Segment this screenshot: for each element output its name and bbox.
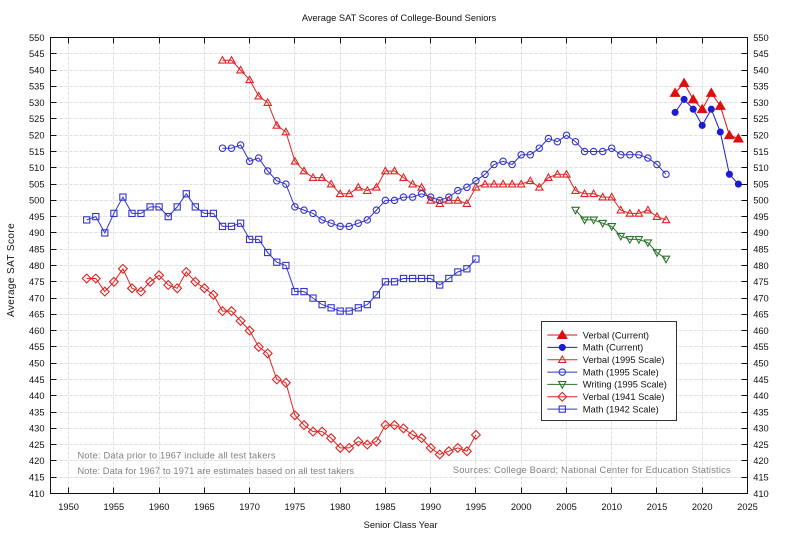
svg-text:1980: 1980 [330,502,351,512]
svg-text:460: 460 [753,326,769,336]
svg-text:2000: 2000 [511,502,532,512]
svg-text:545: 545 [29,49,45,59]
svg-text:450: 450 [29,359,45,369]
svg-text:495: 495 [753,212,769,222]
svg-text:485: 485 [753,245,769,255]
svg-text:430: 430 [753,424,769,434]
svg-text:Average SAT Score: Average SAT Score [6,223,17,317]
svg-text:420: 420 [753,456,769,466]
svg-text:485: 485 [29,245,45,255]
svg-text:1970: 1970 [239,502,260,512]
svg-text:480: 480 [29,261,45,271]
svg-text:520: 520 [753,131,769,141]
svg-text:525: 525 [29,114,45,124]
svg-text:1965: 1965 [194,502,215,512]
svg-text:480: 480 [753,261,769,271]
svg-text:545: 545 [753,49,769,59]
svg-text:465: 465 [29,310,45,320]
svg-text:535: 535 [29,82,45,92]
svg-text:540: 540 [753,65,769,75]
svg-text:410: 410 [29,489,45,499]
svg-text:1955: 1955 [104,502,125,512]
svg-text:490: 490 [753,228,769,238]
svg-text:540: 540 [29,65,45,75]
svg-text:505: 505 [753,179,769,189]
svg-text:2020: 2020 [692,502,713,512]
svg-text:415: 415 [753,473,769,483]
svg-text:505: 505 [29,179,45,189]
svg-text:Math (1995 Scale): Math (1995 Scale) [583,367,659,377]
svg-text:Math (1942 Scale): Math (1942 Scale) [583,404,659,414]
svg-text:435: 435 [29,407,45,417]
svg-text:550: 550 [29,33,45,43]
svg-text:470: 470 [29,293,45,303]
svg-text:455: 455 [29,342,45,352]
svg-text:445: 445 [29,375,45,385]
svg-text:1985: 1985 [375,502,396,512]
svg-text:530: 530 [29,98,45,108]
svg-text:410: 410 [753,489,769,499]
svg-text:Verbal (1941 Scale): Verbal (1941 Scale) [583,392,665,402]
svg-text:Math (Current): Math (Current) [583,343,643,353]
svg-text:420: 420 [29,456,45,466]
svg-text:490: 490 [29,228,45,238]
svg-text:415: 415 [29,473,45,483]
svg-text:460: 460 [29,326,45,336]
svg-text:535: 535 [753,82,769,92]
svg-text:Note: Data for 1967 to 1971 ar: Note: Data for 1967 to 1971 are estimate… [78,466,355,476]
svg-text:440: 440 [753,391,769,401]
svg-text:Verbal (Current): Verbal (Current) [583,330,649,340]
svg-text:Note: Data prior to 1967 inclu: Note: Data prior to 1967 include all tes… [78,451,276,461]
svg-text:1995: 1995 [466,502,487,512]
svg-text:435: 435 [753,407,769,417]
svg-text:Writing (1995 Scale): Writing (1995 Scale) [583,380,667,390]
svg-text:Verbal (1995 Scale): Verbal (1995 Scale) [583,355,665,365]
svg-text:470: 470 [753,293,769,303]
svg-text:495: 495 [29,212,45,222]
svg-text:Senior Class Year: Senior Class Year [364,520,438,530]
svg-text:515: 515 [29,147,45,157]
svg-text:530: 530 [753,98,769,108]
svg-text:450: 450 [753,359,769,369]
svg-text:2005: 2005 [556,502,577,512]
svg-text:525: 525 [753,114,769,124]
svg-text:445: 445 [753,375,769,385]
svg-text:500: 500 [753,196,769,206]
svg-text:1950: 1950 [58,502,79,512]
svg-text:515: 515 [753,147,769,157]
svg-text:455: 455 [753,342,769,352]
svg-text:1960: 1960 [149,502,170,512]
svg-text:425: 425 [29,440,45,450]
svg-text:2010: 2010 [601,502,622,512]
svg-text:Sources: College Board; Nation: Sources: College Board; National Center … [453,465,731,475]
svg-text:1975: 1975 [285,502,306,512]
svg-text:2025: 2025 [737,502,758,512]
svg-text:510: 510 [29,163,45,173]
svg-text:Average SAT Scores of College-: Average SAT Scores of College-Bound Seni… [302,13,497,23]
svg-text:440: 440 [29,391,45,401]
svg-text:475: 475 [29,277,45,287]
svg-text:465: 465 [753,310,769,320]
svg-text:1990: 1990 [420,502,441,512]
svg-text:500: 500 [29,196,45,206]
svg-text:550: 550 [753,33,769,43]
svg-text:520: 520 [29,131,45,141]
svg-text:2015: 2015 [647,502,668,512]
svg-text:430: 430 [29,424,45,434]
svg-text:475: 475 [753,277,769,287]
svg-text:510: 510 [753,163,769,173]
svg-text:425: 425 [753,440,769,450]
